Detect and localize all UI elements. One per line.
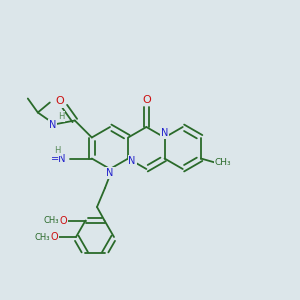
Text: N: N xyxy=(49,119,56,130)
Text: CH₃: CH₃ xyxy=(44,216,59,225)
Text: =N: =N xyxy=(51,154,67,164)
Text: H: H xyxy=(54,146,60,155)
Text: O: O xyxy=(56,97,64,106)
Text: N: N xyxy=(161,128,168,139)
Text: N: N xyxy=(106,168,114,178)
Text: O: O xyxy=(60,215,67,226)
Text: CH₃: CH₃ xyxy=(214,158,231,167)
Text: O: O xyxy=(142,95,151,105)
Text: CH₃: CH₃ xyxy=(34,232,50,242)
Text: N: N xyxy=(128,155,136,166)
Text: H: H xyxy=(58,112,64,121)
Text: O: O xyxy=(50,232,58,242)
